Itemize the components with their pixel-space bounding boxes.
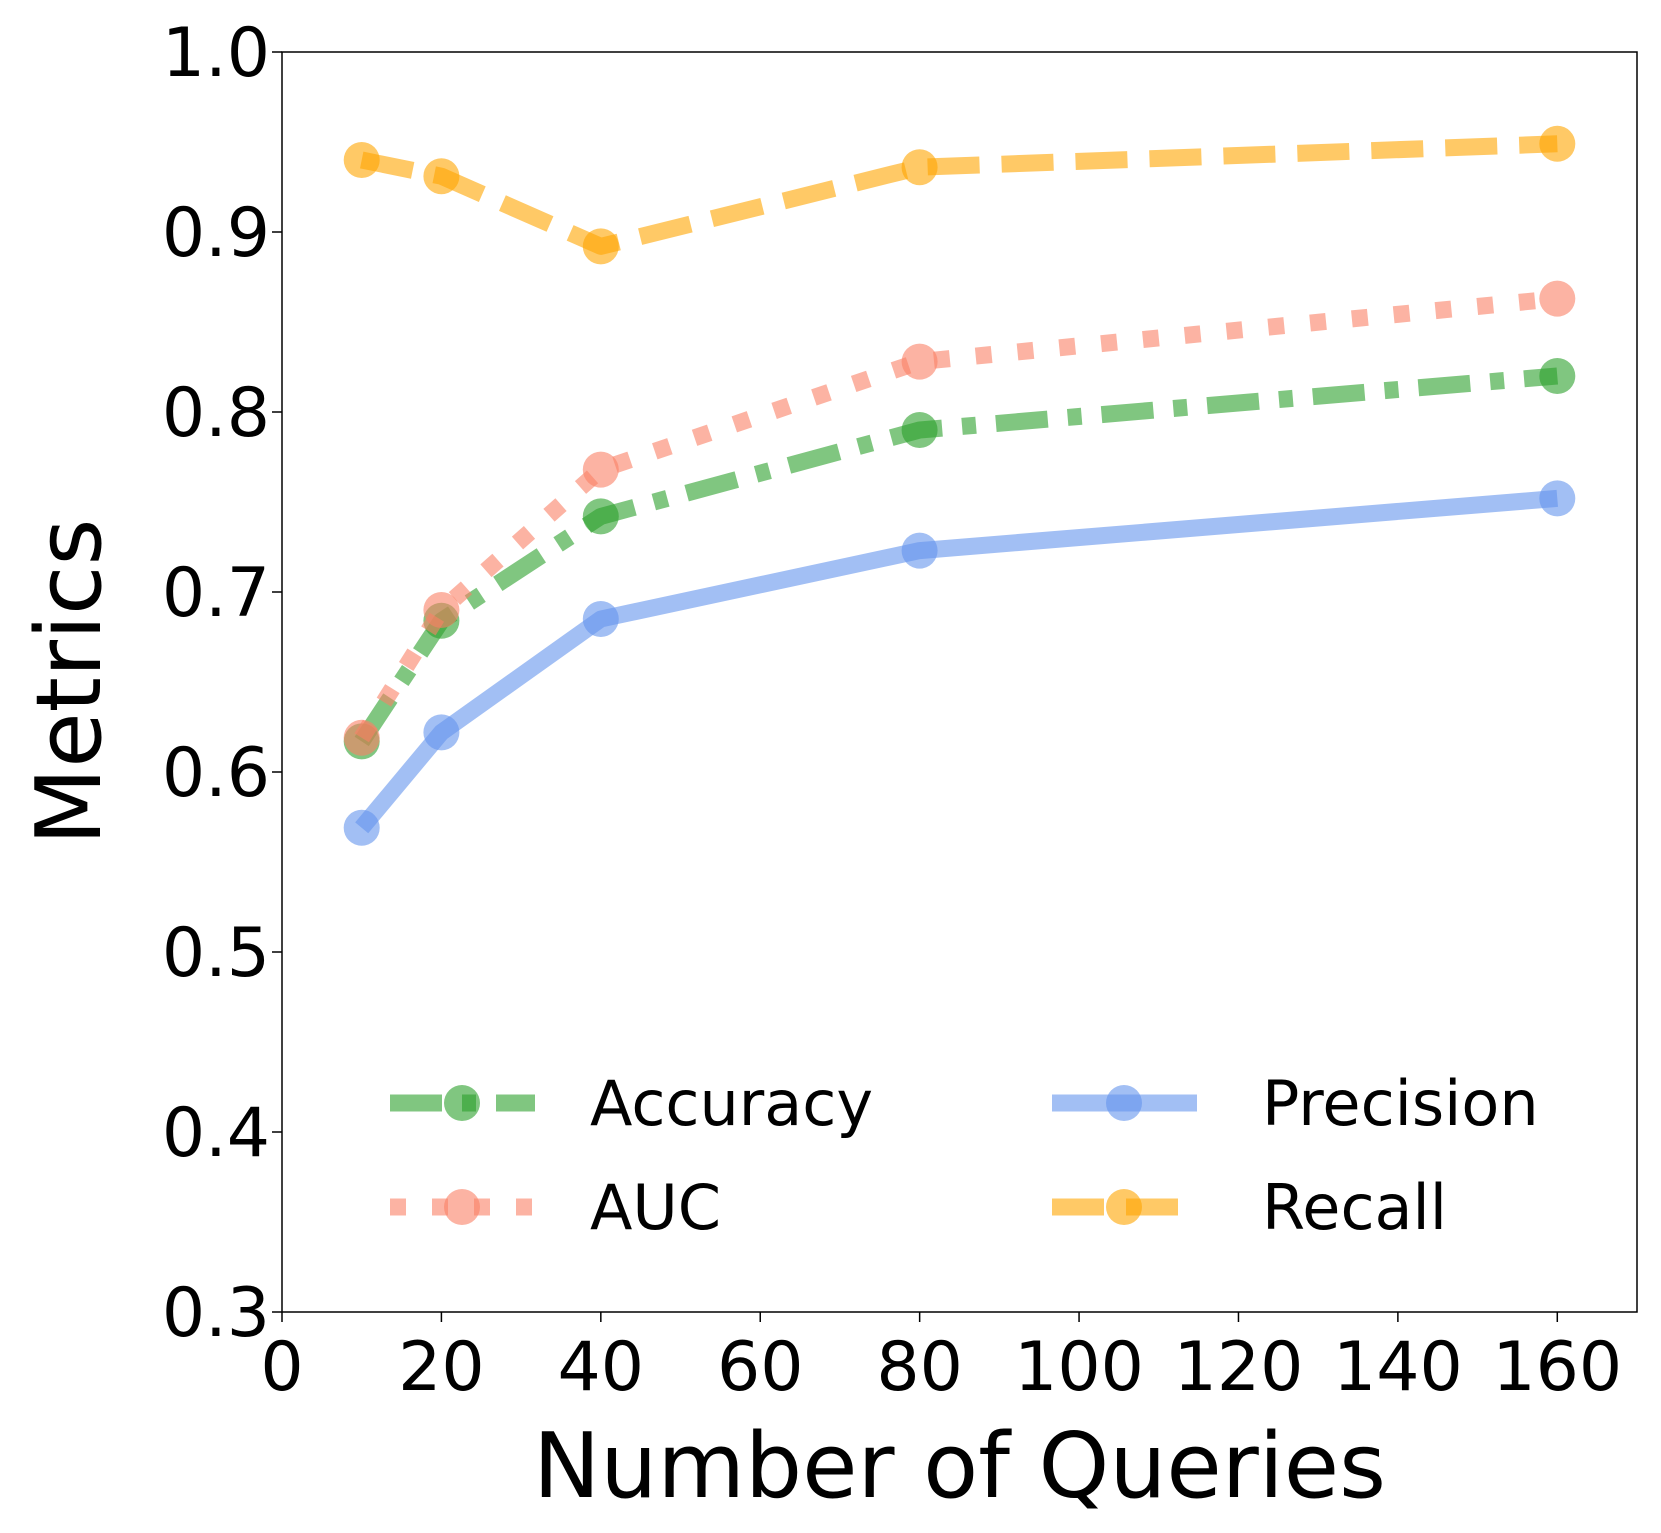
series-recall — [343, 125, 1576, 265]
recall-point-0 — [343, 142, 380, 178]
precision-line — [355, 489, 1558, 834]
series-layer — [343, 125, 1576, 846]
legend-swatch-marker-recall — [1106, 1189, 1142, 1225]
plot-frame — [281, 51, 1638, 1313]
x-tick-label-1: 20 — [398, 1328, 485, 1407]
x-tick-label-3: 60 — [717, 1328, 804, 1407]
auc-point-1 — [423, 592, 460, 628]
recall-point-4 — [1539, 125, 1576, 162]
precision-point-2 — [582, 601, 619, 637]
legend-label-precision: Precision — [1262, 1067, 1539, 1140]
legend: Accuracy AUC Precision Recall — [390, 1067, 1539, 1244]
series-precision — [343, 480, 1576, 846]
x-tick-label-7: 140 — [1333, 1328, 1463, 1407]
y-tick-label-6: 0.9 — [162, 194, 270, 273]
legend-swatch-marker-auc — [444, 1189, 480, 1225]
legend-label-auc: AUC — [590, 1171, 721, 1244]
legend-item-auc: AUC — [390, 1171, 721, 1244]
y-axis-title: Metrics — [17, 519, 122, 846]
auc-point-2 — [582, 451, 619, 488]
auc-point-3 — [901, 343, 938, 380]
recall-point-1 — [423, 158, 460, 195]
auc-point-4 — [1539, 280, 1576, 317]
y-tick-label-2: 0.5 — [162, 914, 270, 993]
precision-point-3 — [901, 532, 938, 569]
accuracy-point-3 — [901, 412, 938, 448]
legend-label-accuracy: Accuracy — [590, 1067, 873, 1140]
y-tick-label-3: 0.6 — [162, 734, 270, 813]
x-tick-label-6: 120 — [1174, 1328, 1304, 1407]
series-accuracy — [343, 358, 1576, 760]
accuracy-point-2 — [582, 498, 619, 535]
y-tick-label-0: 0.3 — [162, 1274, 270, 1353]
precision-point-1 — [423, 714, 460, 751]
legend-item-accuracy: Accuracy — [390, 1067, 873, 1140]
axes-layer: 0 20 40 60 80 100 120 140 160 0.3 0.4 0.5 0.6 0.7 0.8 0… — [162, 14, 1638, 1407]
legend-swatch-marker-precision — [1106, 1085, 1142, 1121]
legend-label-recall: Recall — [1262, 1171, 1447, 1244]
y-tick-label-4: 0.7 — [162, 554, 270, 633]
y-tick-label-1: 0.4 — [162, 1094, 270, 1173]
x-axis-title: Number of Queries — [533, 1414, 1386, 1519]
auc-point-0 — [343, 719, 380, 756]
legend-item-recall: Recall — [1052, 1171, 1447, 1244]
x-tick-label-4: 80 — [876, 1328, 963, 1407]
x-tick-label-2: 40 — [558, 1328, 645, 1407]
accuracy-point-4 — [1539, 358, 1576, 394]
x-tick-label-8: 160 — [1492, 1328, 1622, 1407]
accuracy-line — [354, 367, 1559, 747]
precision-point-4 — [1539, 480, 1576, 517]
recall-point-3 — [901, 149, 938, 186]
series-auc — [343, 280, 1576, 756]
recall-line — [360, 135, 1558, 255]
legend-item-precision: Precision — [1052, 1067, 1539, 1140]
x-tick-label-5: 100 — [1014, 1328, 1144, 1407]
y-tick-label-7: 1.0 — [162, 14, 270, 93]
x-tick-label-0: 0 — [260, 1328, 303, 1407]
y-tick-label-5: 0.8 — [162, 374, 270, 453]
precision-point-0 — [343, 809, 380, 846]
legend-swatch-marker-accuracy — [444, 1085, 480, 1121]
recall-point-2 — [582, 228, 619, 265]
